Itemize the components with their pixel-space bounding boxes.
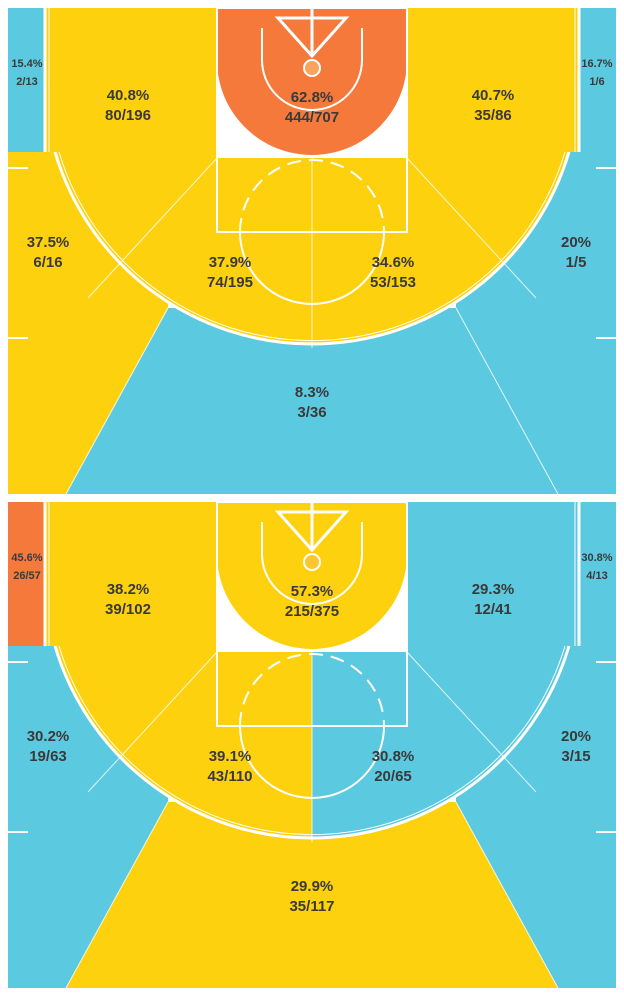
zone-frac: 12/41 (474, 601, 512, 618)
zone-frac: 19/63 (29, 748, 67, 765)
court: 15.4% 2/13 16.7% 1/6 62.8% 444/707 40.8% 80/196… (8, 8, 616, 494)
zone-dividers (65, 157, 559, 494)
restricted-arc (261, 522, 363, 605)
zone-pct: 38.2% (107, 581, 150, 598)
zone (8, 502, 45, 646)
zone-pct: 37.5% (27, 234, 70, 251)
zone-pct: 30.8% (581, 552, 612, 564)
hash-marks (8, 167, 616, 339)
zone (217, 502, 407, 649)
zone-frac: 26/57 (13, 570, 41, 582)
zone-frac: 6/16 (33, 254, 62, 271)
zone (456, 152, 616, 494)
zone-pct: 29.9% (291, 878, 334, 895)
zone-pct: 40.7% (472, 87, 515, 104)
zone-frac: 2/13 (16, 76, 37, 88)
zone-frac: 1/5 (566, 254, 587, 271)
zone-frac: 4/13 (586, 570, 607, 582)
zone (88, 652, 312, 838)
hash-marks (8, 661, 616, 833)
zone-frac: 20/65 (374, 768, 412, 785)
zone-frac: 215/375 (285, 603, 339, 620)
zone (66, 308, 558, 494)
zone-pct: 30.2% (27, 728, 70, 745)
zone (66, 802, 558, 988)
zone (579, 8, 616, 152)
zone-pct: 20% (561, 728, 591, 745)
zone-pct: 45.6% (11, 552, 42, 564)
zone-frac: 53/153 (370, 274, 416, 291)
zone-pct: 57.3% (291, 583, 334, 600)
zone-frac: 80/196 (105, 107, 151, 124)
hoop (303, 59, 321, 77)
zone-frac: 74/195 (207, 274, 253, 291)
court: 45.6% 26/57 30.8% 4/13 57.3% 215/375 38.2% 39/1… (8, 502, 616, 988)
zone-frac: 39/102 (105, 601, 151, 618)
zone-frac: 35/117 (289, 898, 334, 915)
zone (8, 8, 45, 152)
zone-dividers (65, 651, 559, 988)
zone (8, 646, 168, 988)
restricted-arc (261, 28, 363, 111)
zone (312, 158, 536, 344)
zone (217, 8, 407, 155)
backboard (274, 502, 350, 553)
zone-pct: 30.8% (372, 748, 415, 765)
zone (579, 502, 616, 646)
zone-pct: 40.8% (107, 87, 150, 104)
zone (88, 158, 312, 344)
zone (8, 152, 168, 494)
zone-pct: 29.3% (472, 581, 515, 598)
zone-frac: 43/110 (207, 768, 252, 785)
zone-pct: 8.3% (295, 384, 329, 401)
zone-pct: 62.8% (291, 89, 334, 106)
zone (312, 652, 536, 838)
zone-frac: 444/707 (285, 109, 339, 126)
zone-pct: 37.9% (209, 254, 252, 271)
zone-pct: 15.4% (11, 58, 42, 70)
zone-frac: 1/6 (589, 76, 604, 88)
zone-frac: 35/86 (474, 107, 512, 124)
backboard (274, 8, 350, 59)
zone-pct: 16.7% (581, 58, 612, 70)
zone-pct: 39.1% (209, 748, 252, 765)
zone (456, 646, 616, 988)
zone-frac: 3/15 (561, 748, 590, 765)
zone-frac: 3/36 (297, 404, 326, 421)
zone-pct: 20% (561, 234, 591, 251)
zone-pct: 34.6% (372, 254, 415, 271)
hoop (303, 553, 321, 571)
